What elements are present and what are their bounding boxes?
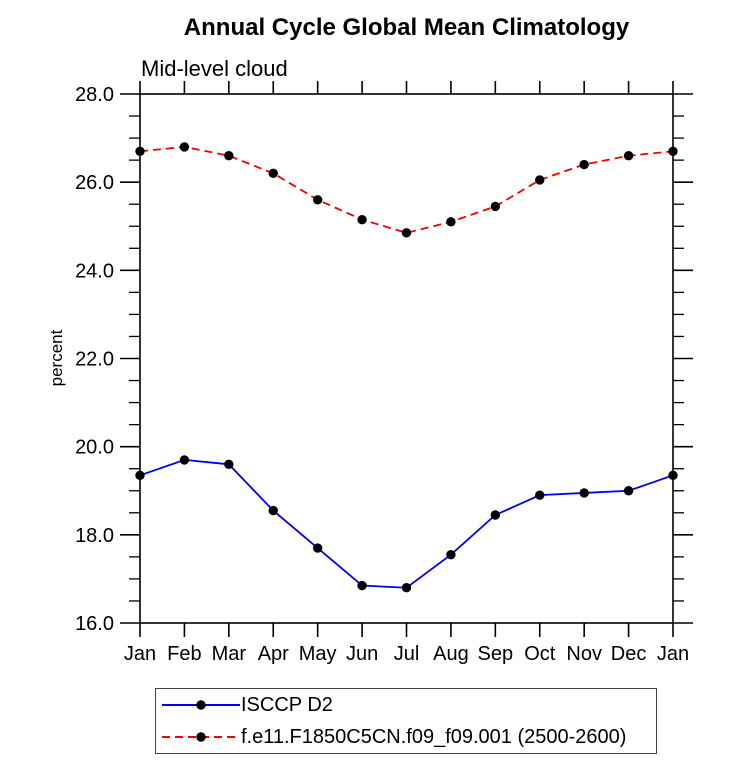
legend-label: ISCCP D2 — [241, 694, 333, 716]
data-point — [135, 470, 145, 481]
legend-marker-1 — [196, 732, 206, 742]
data-point — [179, 142, 190, 152]
data-point — [446, 549, 456, 560]
x-tick-label: May — [299, 643, 337, 665]
data-point — [312, 543, 323, 553]
x-tick-label: Sep — [478, 643, 514, 665]
legend-label: f.e11.F1850C5CN.f09_f09.001 (2500-2600) — [241, 726, 627, 748]
data-point — [224, 151, 234, 161]
data-point — [401, 583, 412, 593]
data-point — [535, 490, 545, 500]
data-point — [668, 146, 678, 157]
x-tick-label: Aug — [433, 643, 469, 665]
y-tick-label: 16.0 — [75, 613, 114, 635]
legend-swatch-0 — [162, 700, 240, 710]
data-point — [224, 459, 234, 469]
chart-subtitle: Mid-level cloud — [141, 56, 288, 81]
data-point — [179, 455, 190, 465]
x-tick-label: Feb — [167, 643, 201, 665]
data-point — [490, 201, 501, 212]
x-tick-label: Jun — [346, 643, 378, 665]
y-tick-label: 20.0 — [75, 437, 114, 459]
x-tick-label: Jan — [124, 643, 156, 665]
data-point — [357, 580, 367, 591]
x-tick-label: Jan — [657, 643, 689, 665]
axis-frame — [139, 93, 674, 624]
y-tick-label: 24.0 — [75, 260, 114, 282]
series-line-0 — [139, 458, 674, 589]
x-tick-label: Apr — [258, 643, 289, 665]
legend-marker-0 — [196, 700, 206, 710]
data-point — [135, 146, 145, 157]
legend-swatch-1 — [162, 732, 240, 742]
data-point — [401, 228, 412, 238]
data-point — [268, 168, 278, 179]
data-point — [268, 505, 278, 516]
data-point — [312, 195, 323, 205]
y-tick-label: 28.0 — [75, 84, 114, 106]
data-point — [535, 175, 545, 185]
y-tick-label: 18.0 — [75, 525, 114, 547]
x-tick-label: Mar — [212, 643, 247, 665]
x-tick-label: Dec — [611, 643, 647, 665]
data-point — [579, 488, 589, 498]
y-tick-label: 26.0 — [75, 172, 114, 194]
x-tick-label: Nov — [566, 643, 602, 665]
data-point — [579, 159, 589, 170]
series-line-1 — [139, 145, 674, 234]
data-point — [446, 217, 456, 227]
data-point — [490, 510, 501, 520]
data-point — [623, 151, 634, 161]
legend-item-model: f.e11.F1850C5CN.f09_f09.001 (2500-2600) — [161, 721, 656, 753]
chart-title: Annual Cycle Global Mean Climatology — [183, 14, 630, 41]
data-point — [357, 214, 367, 225]
data-point — [623, 486, 634, 496]
legend: ISCCP D2 f.e11.F1850C5CN.f09_f09.001 (25… — [155, 688, 657, 754]
legend-item-isccp: ISCCP D2 — [161, 689, 656, 721]
x-tick-label: Oct — [524, 643, 556, 665]
y-tick-label: 22.0 — [75, 349, 114, 371]
data-point — [668, 470, 678, 481]
x-tick-label: Jul — [394, 643, 420, 665]
